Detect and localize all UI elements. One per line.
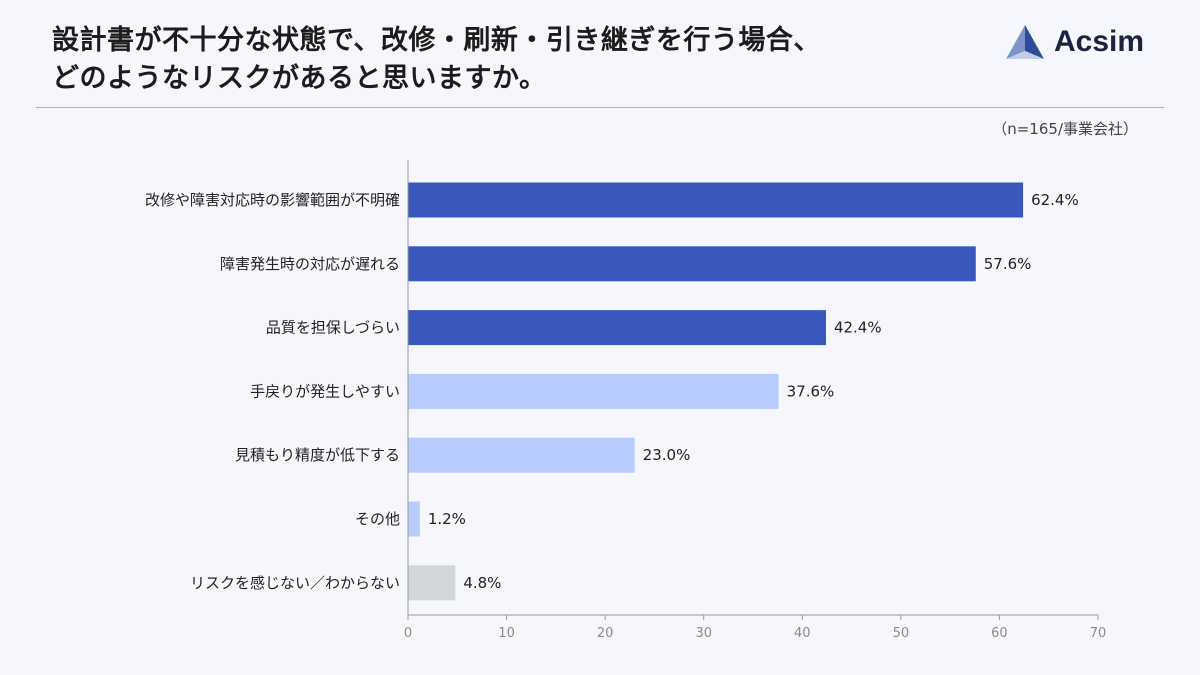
bar-7 [408,565,456,601]
value-label-1: 62.4% [1031,191,1079,209]
bar-5 [408,437,635,473]
bar-6 [408,501,420,537]
x-tick-label-50: 50 [893,626,910,641]
category-label-4: 手戻りが発生しやすい [250,382,400,400]
logo-text: Acsim [1054,25,1145,58]
bar-3 [408,310,826,346]
bar-2 [408,246,976,282]
bar-4 [408,373,779,409]
category-label-6: その他 [355,510,400,528]
triangle-logo-icon [1006,25,1044,59]
value-label-6: 1.2% [428,510,466,528]
value-label-2: 57.6% [984,255,1032,273]
x-tick-label-60: 60 [991,626,1008,641]
category-label-3: 品質を担保しづらい [266,319,400,337]
x-tick-label-0: 0 [404,626,412,641]
header-divider [36,107,1164,108]
title-line-1: 設計書が不十分な状態で、改修・刷新・引き継ぎを行う場合、 [52,25,821,56]
acsim-logo: Acsim [1004,22,1164,62]
category-label-2: 障害発生時の対応が遅れる [220,255,400,273]
value-label-7: 4.8% [463,574,501,592]
sample-size-note: （n=165/事業会社） [992,120,1138,138]
category-label-7: リスクを感じない／わからない [190,574,400,592]
value-label-4: 37.6% [787,382,835,400]
x-tick-label-30: 30 [695,626,712,641]
category-label-1: 改修や障害対応時の影響範囲が不明確 [145,191,400,209]
x-tick-label-10: 10 [498,626,515,641]
x-tick-label-70: 70 [1090,626,1107,641]
title-line-2: どのようなリスクがあると思いますか。 [52,63,547,94]
bar-1 [408,182,1024,218]
x-tick-label-40: 40 [794,626,811,641]
x-tick-label-20: 20 [597,626,614,641]
chart-title: 設計書が不十分な状態で、改修・刷新・引き継ぎを行う場合、 どのようなリスクがある… [52,22,952,98]
value-label-3: 42.4% [834,319,882,337]
category-label-5: 見積もり精度が低下する [235,446,400,464]
value-label-5: 23.0% [643,446,691,464]
